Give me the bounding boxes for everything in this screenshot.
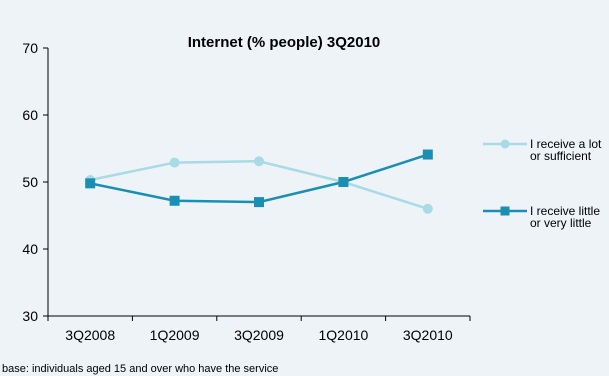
data-point [254,197,264,208]
y-axis-ticks: 70 60 50 40 30 [22,40,48,324]
x-axis-ticks: 3Q2008 1Q2009 3Q2009 1Q2010 3Q2010 [47,316,471,343]
x-tick-label: 1Q2009 [150,327,200,343]
series-group [85,149,433,214]
data-point [422,203,433,214]
legend-marker [500,139,510,149]
x-tick-label: 3Q2008 [65,327,115,343]
y-tick-label: 60 [22,107,38,123]
legend-marker [500,206,510,216]
data-point [169,195,180,206]
series-2 [85,149,433,208]
y-tick-label: 30 [22,308,38,324]
legend-label: or sufficient [530,149,592,163]
y-tick-label: 50 [22,174,38,190]
data-point [85,178,96,189]
footnote: base: individuals aged 15 and over who h… [2,363,278,375]
x-tick-label: 3Q2009 [234,327,284,343]
legend-label: I receive little [530,204,600,218]
legend-label: or very little [530,216,592,230]
x-tick-label: 1Q2010 [318,327,368,343]
x-tick-label: 3Q2010 [403,327,453,343]
data-point [254,156,264,167]
y-tick-label: 70 [22,40,38,56]
data-point [422,149,433,160]
legend-label: I receive a lot [530,137,602,151]
chart-title: Internet (% people) 3Q2010 [188,34,381,51]
data-point [169,157,180,168]
data-point [338,177,349,187]
y-tick-label: 40 [22,241,38,257]
